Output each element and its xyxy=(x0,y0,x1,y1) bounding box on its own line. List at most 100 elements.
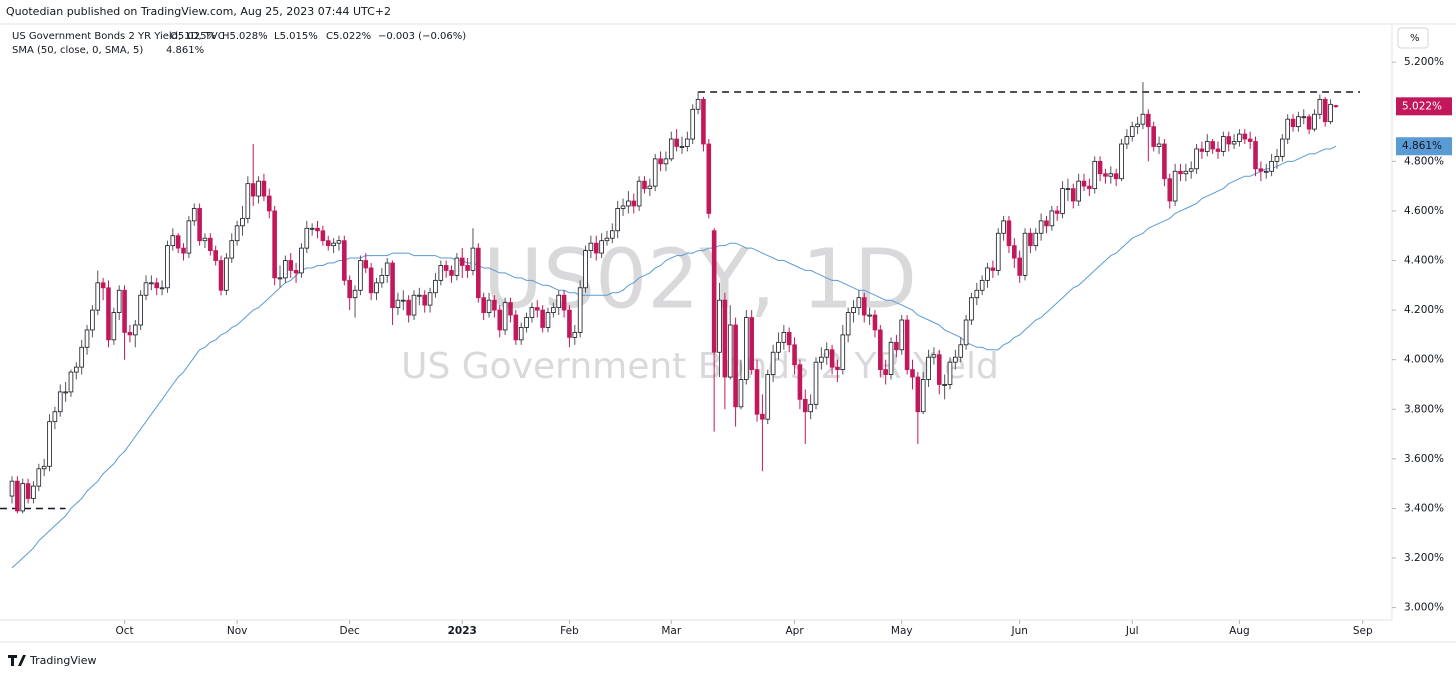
candle-body xyxy=(583,250,588,289)
candle-body xyxy=(926,356,931,380)
candle-body xyxy=(417,294,422,297)
last-price-label: 5.022% xyxy=(1402,100,1442,112)
candle-body xyxy=(722,299,728,378)
candle-body xyxy=(100,282,106,289)
candle-body xyxy=(540,309,545,328)
candle-body xyxy=(770,351,776,375)
candle-body xyxy=(84,329,90,348)
y-tick-label: 4.000% xyxy=(1404,354,1444,366)
candle-body xyxy=(915,376,921,413)
candle-body xyxy=(433,279,438,294)
candle-body xyxy=(588,242,594,252)
candle-body xyxy=(1172,170,1178,202)
legend-ohlc: L5.015% xyxy=(274,31,318,42)
candle-body xyxy=(776,341,781,353)
candle-body xyxy=(1087,185,1092,190)
candle-body xyxy=(572,332,578,338)
candle-body xyxy=(899,319,905,351)
candle-body xyxy=(760,413,765,420)
candle-body xyxy=(459,257,465,266)
candle-body xyxy=(1119,143,1124,180)
brand-name[interactable]: TradingView xyxy=(29,654,96,667)
candle-body xyxy=(765,374,771,420)
candle-body xyxy=(1167,178,1173,202)
candle-body xyxy=(1322,98,1328,123)
symbol-title: US Government Bonds 2 YR Yield, 1D, TVC xyxy=(12,31,225,42)
unit-button-label[interactable]: % xyxy=(1410,33,1420,44)
candle-body xyxy=(631,200,637,207)
candle-body xyxy=(835,366,840,371)
candle-body xyxy=(283,260,288,279)
candle-body xyxy=(1226,136,1232,145)
candle-body xyxy=(1038,220,1044,234)
unit-button[interactable] xyxy=(1397,27,1429,49)
candle-body xyxy=(422,294,428,306)
sma-line xyxy=(11,145,1337,569)
candle-body xyxy=(143,282,149,296)
candle-body xyxy=(288,260,294,271)
candle-body xyxy=(1065,188,1071,191)
candle-body xyxy=(342,240,347,281)
x-tick-label: Nov xyxy=(227,625,248,637)
candle-body xyxy=(1151,126,1156,147)
x-tick-label: Feb xyxy=(560,625,579,637)
candle-body xyxy=(969,297,974,321)
candle-body xyxy=(733,324,738,408)
legend-ohlc: C5.022% xyxy=(326,31,371,42)
candle-body xyxy=(454,257,460,276)
y-tick-label: 4.400% xyxy=(1404,255,1444,267)
candle-body xyxy=(963,319,969,346)
x-tick-label: Jun xyxy=(1010,625,1027,637)
candle-body xyxy=(845,312,851,336)
candle-body xyxy=(111,312,117,341)
y-tick-label: 3.200% xyxy=(1404,552,1444,564)
candle-body xyxy=(556,294,562,309)
candle-body xyxy=(400,299,406,302)
candle-body xyxy=(41,465,47,470)
candle-body xyxy=(304,227,310,249)
candle-body xyxy=(1146,113,1151,128)
last-price-badge xyxy=(1396,97,1452,116)
candle-body xyxy=(116,289,122,313)
candle-body xyxy=(744,317,749,380)
candle-body xyxy=(449,270,454,276)
candle-body xyxy=(465,265,470,271)
candle-body xyxy=(1237,133,1242,142)
candle-body xyxy=(266,195,272,212)
candle-body xyxy=(792,344,797,366)
candle-body xyxy=(985,267,990,281)
candle-body xyxy=(545,312,551,328)
sma-price-label: 4.861% xyxy=(1402,140,1442,152)
candle-body xyxy=(840,334,846,371)
candle-body xyxy=(1258,168,1264,172)
candle-body xyxy=(186,220,192,254)
candle-body xyxy=(1076,180,1081,202)
candle-body xyxy=(690,108,696,140)
x-tick-label: Sep xyxy=(1353,625,1373,637)
candle-body xyxy=(202,237,208,242)
candle-body xyxy=(1253,141,1258,170)
candle-body xyxy=(894,341,899,351)
candle-body xyxy=(685,138,690,147)
candle-body xyxy=(1054,210,1060,214)
candle-body xyxy=(819,356,824,363)
candle-body xyxy=(1113,173,1119,180)
candle-body xyxy=(711,230,717,353)
candle-body xyxy=(674,138,679,147)
candle-body xyxy=(476,247,481,299)
candle-body xyxy=(1097,160,1103,175)
candle-body xyxy=(320,230,326,242)
candle-body xyxy=(920,379,926,413)
candle-body xyxy=(1108,173,1114,177)
candle-body xyxy=(947,361,953,385)
watermark-description: US Government Bonds 2 YR Yield xyxy=(401,346,999,387)
candle-body xyxy=(68,371,74,393)
indicator-value: 4.861% xyxy=(166,45,204,56)
legend-ohlc: H5.028% xyxy=(222,31,268,42)
candle-body xyxy=(551,307,556,313)
candle-body xyxy=(577,287,583,333)
candle-body xyxy=(1162,143,1167,180)
brand-logo[interactable] xyxy=(8,655,26,666)
candle-body xyxy=(518,327,524,341)
candle-body xyxy=(1028,232,1033,247)
